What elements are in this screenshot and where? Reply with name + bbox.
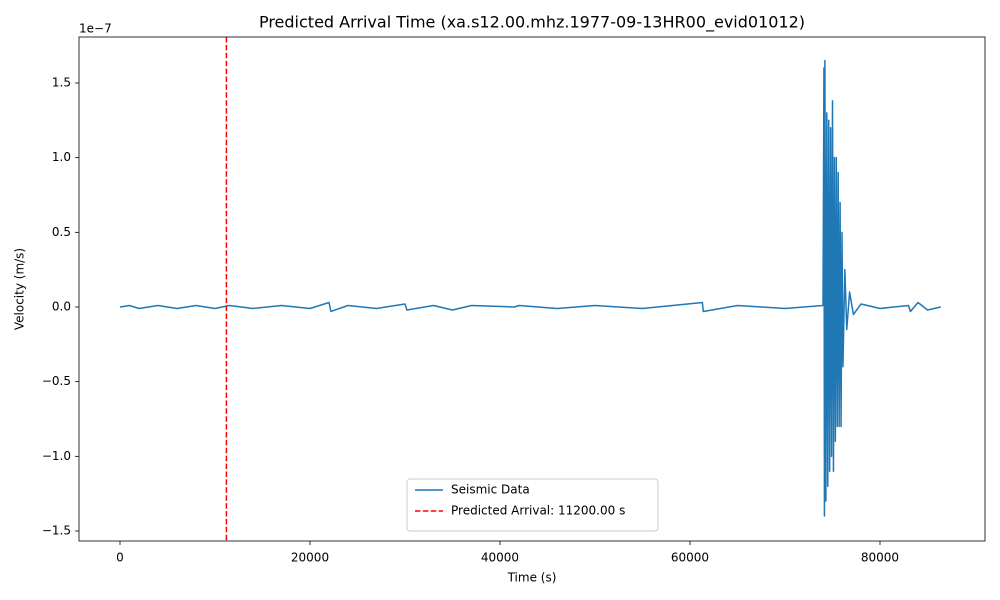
- y-tick-label: 1.5: [52, 75, 71, 89]
- x-tick-label: 80000: [861, 551, 899, 565]
- y-axis-label: Velocity (m/s): [13, 248, 27, 330]
- x-axis-label: Time (s): [507, 571, 557, 585]
- y-offset-label: 1e−7: [79, 22, 112, 36]
- y-tick-label: 1.0: [52, 150, 71, 164]
- axes-frame: [78, 36, 986, 542]
- legend-label: Seismic Data: [451, 483, 530, 497]
- legend-label: Predicted Arrival: 11200.00 s: [451, 504, 625, 518]
- data-line: [119, 59, 941, 517]
- y-tick-label: 0.0: [52, 299, 71, 313]
- x-tick-label: 0: [116, 551, 124, 565]
- y-tick-label: 0.5: [52, 225, 71, 239]
- x-tick-label: 20000: [291, 551, 329, 565]
- legend: Seismic Data Predicted Arrival: 11200.00 …: [406, 478, 659, 532]
- x-tick-label: 40000: [481, 551, 519, 565]
- legend-box: [406, 478, 659, 532]
- chart-title: Predicted Arrival Time (xa.s12.00.mhz.19…: [259, 13, 805, 33]
- x-tick-label: 60000: [671, 551, 709, 565]
- y-tick-label: −1.5: [42, 523, 71, 537]
- y-tick-label: −1.0: [42, 449, 71, 463]
- plot-area: [119, 37, 941, 541]
- y-tick-label: −0.5: [42, 374, 71, 388]
